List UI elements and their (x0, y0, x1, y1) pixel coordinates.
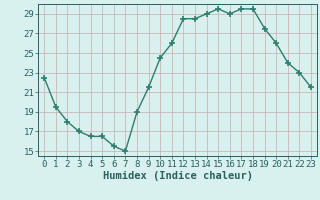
X-axis label: Humidex (Indice chaleur): Humidex (Indice chaleur) (103, 171, 252, 181)
